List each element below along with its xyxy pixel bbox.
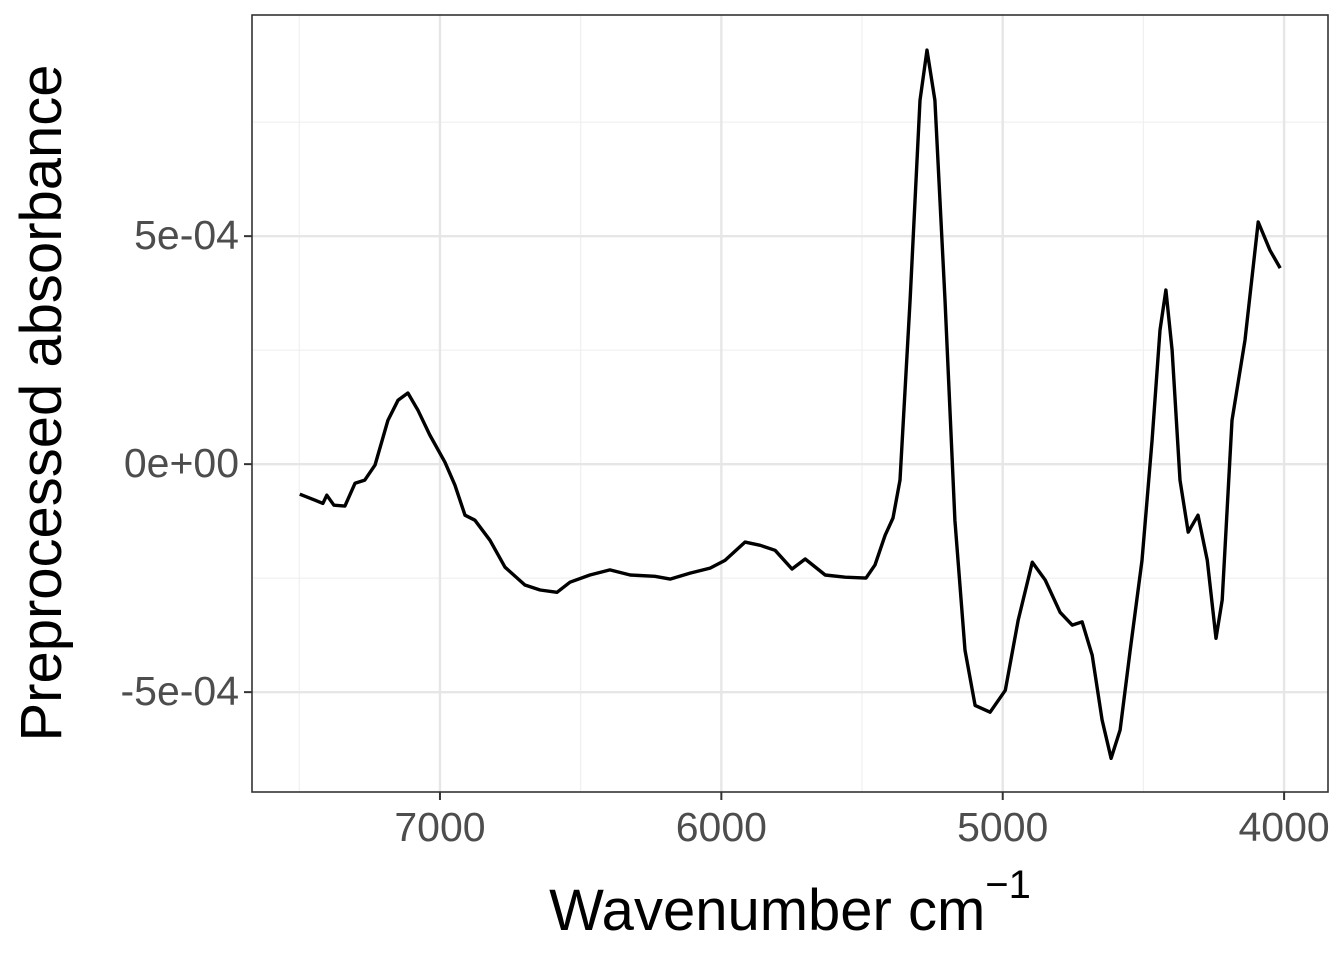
spectrum-line [299,48,1282,760]
plot-border [251,14,1329,793]
x-tick-label: 5000 [957,804,1048,850]
y-tick-label: 0e+00 [124,440,239,486]
y-axis-title: Preprocessed absorbance [9,64,74,741]
x-tick-label: 4000 [1238,804,1329,850]
y-tick-label: 5e-04 [134,212,239,258]
x-axis-title: Wavenumber cm−1 [549,863,1031,943]
x-tick-label: 7000 [394,804,485,850]
x-tick-label: 6000 [676,804,767,850]
x-axis-title-superscript: −1 [985,863,1031,907]
x-axis-title-text: Wavenumber cm [549,878,985,943]
y-tick-label: -5e-04 [120,668,239,714]
